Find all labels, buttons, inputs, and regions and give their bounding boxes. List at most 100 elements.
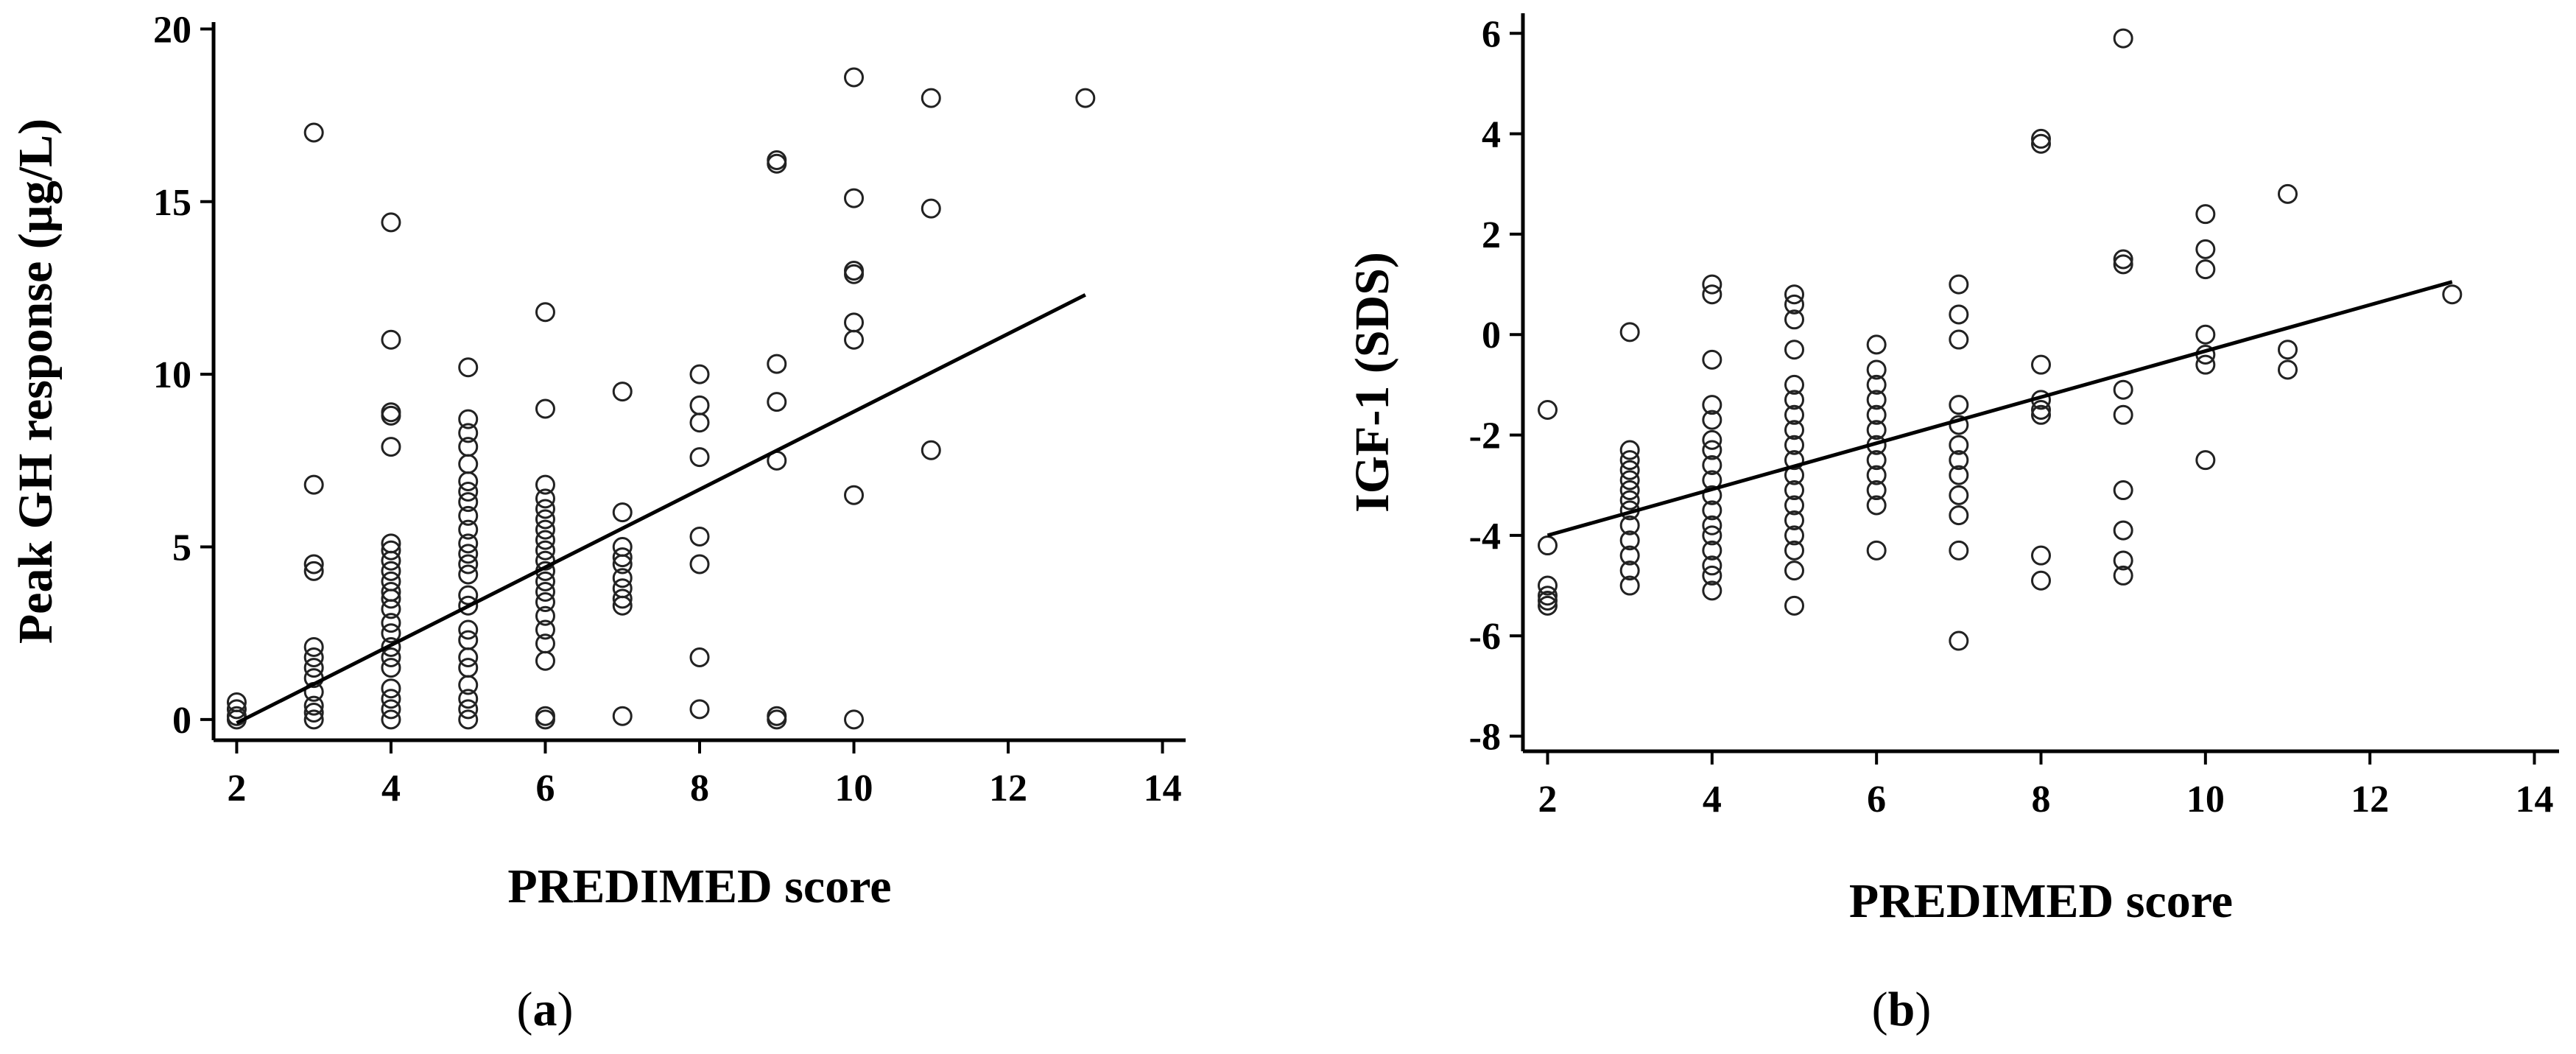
data-point — [1619, 470, 1640, 491]
data-point — [2442, 284, 2463, 305]
data-point — [2031, 399, 2051, 420]
data-point — [1784, 510, 1804, 530]
data-point — [689, 412, 710, 433]
data-point — [844, 264, 865, 284]
data-point — [381, 329, 401, 350]
data-point — [1702, 555, 1722, 576]
y-tick-label: -8 — [1469, 717, 1501, 759]
data-point — [1784, 525, 1804, 546]
data-point — [535, 302, 555, 323]
data-point — [381, 405, 401, 426]
data-point — [612, 595, 633, 616]
data-point — [458, 505, 479, 526]
data-point — [921, 440, 941, 460]
data-point — [381, 689, 401, 709]
data-point — [381, 623, 401, 644]
data-point — [535, 550, 555, 571]
data-point — [2195, 204, 2216, 225]
data-point — [689, 526, 710, 547]
data-point — [1784, 540, 1804, 561]
data-point — [767, 354, 787, 374]
data-point — [844, 312, 865, 333]
data-point — [458, 675, 479, 695]
data-point — [1949, 450, 1969, 471]
data-point — [844, 485, 865, 505]
data-point — [767, 392, 787, 412]
data-point — [2113, 480, 2133, 501]
y-axis-label: Peak GH response (µg/L) — [9, 119, 63, 644]
data-point — [1702, 540, 1722, 561]
data-point — [458, 689, 479, 709]
y-tick-label: 5 — [172, 527, 191, 569]
data-point — [458, 564, 479, 585]
data-point — [1866, 480, 1887, 501]
data-point — [921, 88, 941, 108]
data-point — [612, 554, 633, 575]
data-point — [1866, 334, 1887, 355]
data-point — [1949, 435, 1969, 455]
data-point — [535, 398, 555, 419]
data-point — [458, 471, 479, 491]
data-point — [1866, 374, 1887, 395]
data-point — [612, 382, 633, 402]
data-point — [767, 709, 787, 730]
data-point — [1784, 309, 1804, 330]
data-point — [2195, 239, 2216, 259]
data-point — [1784, 495, 1804, 516]
data-point — [612, 706, 633, 726]
data-point — [1784, 284, 1804, 305]
data-point — [1538, 595, 1558, 616]
y-tick-label: 10 — [153, 354, 191, 396]
data-point — [2031, 128, 2051, 149]
data-point — [1702, 429, 1722, 450]
data-point — [2031, 545, 2051, 566]
data-point — [2195, 324, 2216, 345]
x-tick-label: 10 — [2186, 779, 2225, 821]
data-point — [844, 67, 865, 88]
data-point — [303, 122, 324, 143]
data-point — [1619, 460, 1640, 480]
data-point — [689, 699, 710, 720]
x-tick-label: 12 — [989, 767, 1027, 809]
data-point — [381, 589, 401, 609]
data-point — [535, 509, 555, 530]
y-tick-label: 6 — [1482, 13, 1501, 55]
data-point — [303, 636, 324, 657]
data-point — [535, 633, 555, 654]
y-tick-label: 15 — [153, 182, 191, 224]
data-point — [1784, 420, 1804, 440]
data-point — [1619, 575, 1640, 596]
y-tick-label: 0 — [172, 700, 191, 742]
data-point — [2031, 404, 2051, 425]
x-tick-label: 6 — [535, 767, 555, 809]
data-point — [2195, 354, 2216, 375]
data-point — [1702, 515, 1722, 535]
data-point — [1619, 515, 1640, 535]
data-point — [844, 188, 865, 208]
data-point — [2113, 565, 2133, 586]
y-axis-label: IGF-1 (SDS) — [1345, 252, 1399, 513]
y-tick-label: 0 — [1482, 315, 1501, 356]
data-point — [1949, 505, 1969, 526]
data-point — [458, 709, 479, 730]
data-point — [1949, 630, 1969, 651]
y-tick-label: -2 — [1469, 415, 1501, 457]
data-point — [612, 547, 633, 568]
data-point — [2113, 254, 2133, 275]
data-point — [535, 592, 555, 612]
data-point — [535, 619, 555, 640]
data-point — [535, 488, 555, 509]
data-point — [1619, 440, 1640, 460]
data-point — [303, 709, 324, 730]
data-point — [2113, 520, 2133, 541]
data-point — [689, 647, 710, 667]
data-point — [458, 423, 479, 443]
data-point — [1538, 399, 1558, 420]
data-point — [458, 533, 479, 554]
data-point — [1702, 395, 1722, 415]
data-point — [1702, 500, 1722, 521]
data-point — [1866, 359, 1887, 380]
data-point — [303, 695, 324, 716]
x-axis-label: PREDIMED score — [1849, 874, 2233, 928]
data-point — [2031, 354, 2051, 375]
